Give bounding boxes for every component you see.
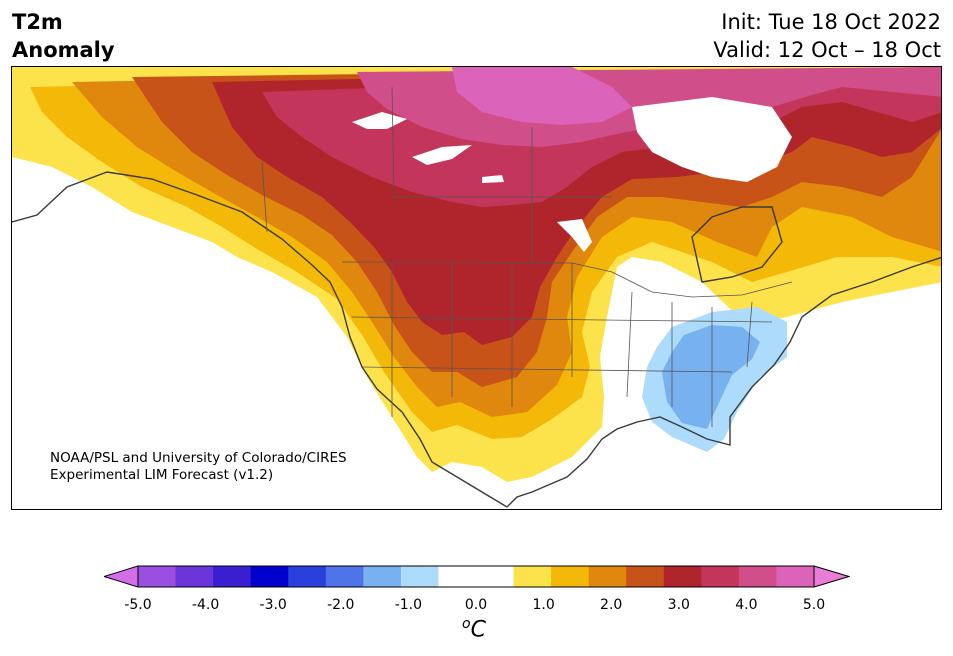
colorbar-tick-label: 5.0 (802, 597, 826, 613)
colorbar-cell (438, 566, 477, 587)
title-line-2: Anomaly (12, 38, 115, 62)
colorbar-cell (776, 566, 815, 587)
init-date: Init: Tue 18 Oct 2022 (721, 10, 941, 34)
anomaly-map: NOAA/PSL and University of Colorado/CIRE… (11, 66, 942, 510)
colorbar-cell (701, 566, 740, 587)
colorbar-cell (175, 566, 214, 587)
colorbar-cell (400, 566, 439, 587)
colorbar-cell (138, 566, 177, 587)
credit-line-1: NOAA/PSL and University of Colorado/CIRE… (50, 450, 347, 466)
credit-text: NOAA/PSL and University of Colorado/CIRE… (50, 450, 347, 484)
hudson-bay (632, 97, 792, 182)
unit-letter: C (470, 617, 486, 643)
colorbar-cell (288, 566, 327, 587)
colorbar-cell (551, 566, 590, 587)
colorbar-tick-label: -4.0 (191, 597, 220, 613)
colorbar-cell (588, 566, 627, 587)
map-svg (12, 67, 941, 508)
colorbar-tick-label: 4.0 (735, 597, 758, 613)
colorbar-left-extension (104, 566, 138, 587)
colorbar-cells (138, 566, 815, 587)
title-line-1: T2m (12, 10, 63, 34)
colorbar-left-outline (104, 565, 139, 588)
coastlines (12, 171, 941, 508)
colorbar-tick-label: 1.0 (532, 597, 555, 613)
colorbar-outline (137, 565, 815, 588)
colorbar-tick-label: -5.0 (124, 597, 152, 613)
anomaly-band-minus-1-0 (662, 325, 760, 429)
colorbar-cell (626, 566, 665, 587)
anomaly-band-4-0 (452, 67, 632, 125)
valid-range: Valid: 12 Oct – 18 Oct (713, 38, 941, 62)
colorbar-cell (513, 566, 552, 587)
colorbar-cell (325, 566, 364, 587)
colorbar-cell (213, 566, 252, 587)
colorbar-tick-label: -2.0 (327, 597, 355, 613)
colorbar-cell (738, 566, 777, 587)
colorbar-cell (250, 566, 289, 587)
colorbar-tick-label: 2.0 (600, 597, 623, 613)
colorbar-tick-label: 3.0 (667, 597, 690, 613)
colorbar-tick-label: -3.0 (259, 597, 287, 613)
credit-line-2: Experimental LIM Forecast (v1.2) (50, 467, 274, 483)
colorbar-cell (476, 566, 515, 587)
colorbar-tick-label: 0.0 (464, 597, 488, 613)
colorbar-unit: oC (462, 616, 486, 642)
colorbar-tick-label: -1.0 (394, 597, 423, 613)
colorbar (104, 565, 850, 588)
colorbar-cell (363, 566, 402, 587)
forecast-dates: Init: Tue 18 Oct 2022 Valid: 12 Oct – 18… (713, 8, 941, 64)
colorbar-right-extension (814, 566, 849, 587)
arctic-islands (352, 112, 592, 252)
colorbar-right-outline (813, 565, 850, 588)
colorbar-cell (663, 566, 702, 587)
unit-degree: o (462, 616, 471, 632)
map-title: T2m Anomaly (12, 8, 115, 64)
political-borders (261, 86, 793, 427)
